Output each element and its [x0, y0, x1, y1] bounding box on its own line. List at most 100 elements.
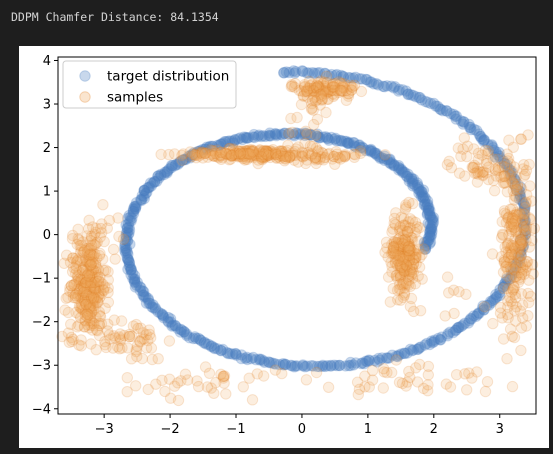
sample-point — [515, 220, 527, 232]
sample-point — [510, 271, 522, 283]
target-point — [399, 347, 411, 360]
target-point — [125, 263, 138, 275]
target-point — [289, 67, 301, 79]
legend-label-samples: samples — [107, 90, 163, 106]
target-point — [123, 224, 136, 236]
sample-point — [275, 150, 287, 162]
sample-point — [94, 231, 106, 243]
sample-point — [192, 148, 204, 160]
sample-point — [79, 306, 92, 318]
sample-point — [510, 315, 522, 327]
sample-point — [304, 85, 316, 97]
target-point — [181, 328, 193, 340]
target-point — [421, 235, 434, 248]
sample-point — [310, 82, 323, 94]
sample-point — [391, 259, 404, 272]
sample-point — [257, 150, 270, 163]
target-point — [465, 123, 477, 136]
sample-point — [281, 151, 293, 163]
target-point — [124, 211, 137, 223]
sample-point — [82, 242, 95, 255]
sample-point — [258, 370, 270, 382]
sample-point — [261, 150, 274, 162]
target-point — [183, 332, 196, 344]
target-point — [306, 67, 319, 79]
target-point — [126, 267, 139, 279]
sample-point — [393, 249, 405, 261]
sample-point — [396, 261, 408, 273]
target-point — [423, 234, 435, 246]
target-point — [120, 230, 132, 242]
target-point — [488, 144, 500, 156]
sample-point — [396, 253, 409, 266]
target-point — [331, 359, 343, 372]
sample-point — [469, 167, 481, 180]
sample-point — [502, 283, 514, 295]
sample-point — [399, 219, 411, 231]
sample-point — [521, 261, 533, 273]
sample-point — [407, 266, 419, 279]
sample-point — [261, 148, 273, 161]
sample-point — [71, 256, 83, 268]
sample-point — [81, 289, 93, 301]
sample-point — [304, 80, 317, 92]
sample-point — [387, 245, 399, 257]
target-point — [131, 276, 144, 289]
sample-point — [81, 230, 93, 242]
target-point — [360, 144, 372, 157]
sample-point — [140, 342, 153, 354]
sample-point — [75, 282, 87, 295]
target-point — [428, 334, 441, 346]
target-point — [518, 211, 530, 223]
sample-point — [102, 266, 114, 278]
sample-point — [323, 86, 335, 98]
sample-point — [280, 150, 292, 163]
sample-point — [396, 224, 409, 237]
sample-point — [508, 331, 521, 344]
sample-point — [208, 387, 220, 399]
sample-point — [480, 158, 492, 170]
sample-point — [342, 90, 355, 102]
sample-point — [156, 374, 168, 386]
target-point — [418, 190, 430, 203]
sample-point — [513, 241, 525, 254]
target-point — [434, 103, 446, 115]
sample-point — [260, 151, 272, 163]
sample-point — [258, 152, 270, 164]
target-point — [372, 79, 384, 91]
sample-point — [301, 128, 313, 140]
sample-point — [272, 150, 284, 163]
sample-point — [103, 214, 116, 227]
sample-point — [81, 307, 94, 319]
target-point — [376, 352, 388, 364]
sample-point — [327, 90, 340, 103]
target-point — [383, 154, 396, 166]
sample-point — [403, 268, 415, 280]
target-point — [448, 108, 460, 121]
target-point — [430, 100, 442, 112]
target-point — [128, 275, 141, 288]
sample-point — [298, 85, 311, 98]
sample-point — [270, 149, 282, 161]
sample-point — [401, 260, 413, 273]
sample-point — [70, 267, 82, 280]
sample-point — [247, 146, 259, 158]
target-point — [241, 353, 254, 366]
sample-point — [525, 195, 538, 207]
target-point — [481, 299, 493, 312]
sample-point — [92, 264, 105, 276]
target-point — [363, 355, 375, 367]
target-point — [397, 84, 409, 96]
sample-point — [497, 177, 510, 189]
sample-point — [104, 333, 116, 345]
sample-point — [138, 333, 150, 345]
sample-point — [66, 266, 79, 278]
sample-point — [439, 310, 451, 322]
sample-point — [84, 256, 96, 268]
x-tick-label: 3 — [496, 422, 504, 437]
target-point — [513, 247, 526, 259]
sample-point — [260, 150, 273, 162]
sample-point — [262, 149, 274, 162]
sample-point — [67, 229, 79, 242]
sample-point — [279, 152, 291, 165]
